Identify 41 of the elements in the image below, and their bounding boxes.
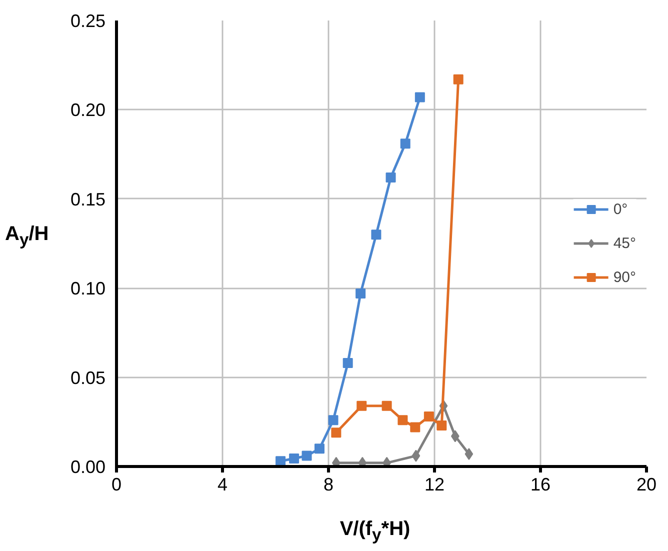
legend-label: 45°: [613, 234, 636, 252]
point: [356, 288, 366, 298]
point: [358, 456, 367, 466]
point: [342, 358, 353, 368]
point: [414, 92, 425, 102]
point: [424, 412, 434, 422]
point: [382, 456, 391, 466]
point: [276, 456, 286, 466]
point: [382, 400, 392, 411]
legend-label: 90°: [613, 268, 636, 286]
y-tick-label: 0.05: [70, 368, 106, 388]
point: [400, 138, 410, 149]
x-tick-label: 16: [530, 474, 551, 494]
point: [410, 422, 420, 432]
point: [356, 400, 367, 411]
point: [386, 172, 396, 182]
x-tick-label: 0: [111, 474, 122, 494]
x-tick-label: 4: [217, 474, 228, 494]
point: [302, 450, 312, 461]
y-tick-label: 0.15: [70, 189, 106, 210]
y-tick-label: 0.20: [70, 100, 106, 120]
legend-label: 0°: [613, 200, 629, 218]
point: [436, 420, 447, 430]
point: [332, 456, 340, 466]
point: [289, 453, 300, 464]
y-tick-label: 0.10: [70, 278, 106, 299]
point: [464, 448, 474, 460]
point: [328, 415, 338, 426]
x-axis-title: V/(f$_{y}$*H): [340, 517, 410, 546]
point: [453, 74, 464, 84]
x-tick-label: 8: [323, 474, 334, 494]
x-tick-label: 12: [424, 474, 445, 494]
y-axis-title: A$_{y}$/H: [5, 222, 49, 251]
y-tick-label: 0.25: [70, 11, 106, 31]
point: [371, 230, 382, 240]
point: [314, 444, 324, 454]
x-tick-label: 20: [636, 474, 657, 494]
y-tick-label: 0.00: [70, 457, 106, 477]
point: [398, 415, 408, 426]
point: [412, 450, 420, 462]
point: [331, 428, 342, 438]
